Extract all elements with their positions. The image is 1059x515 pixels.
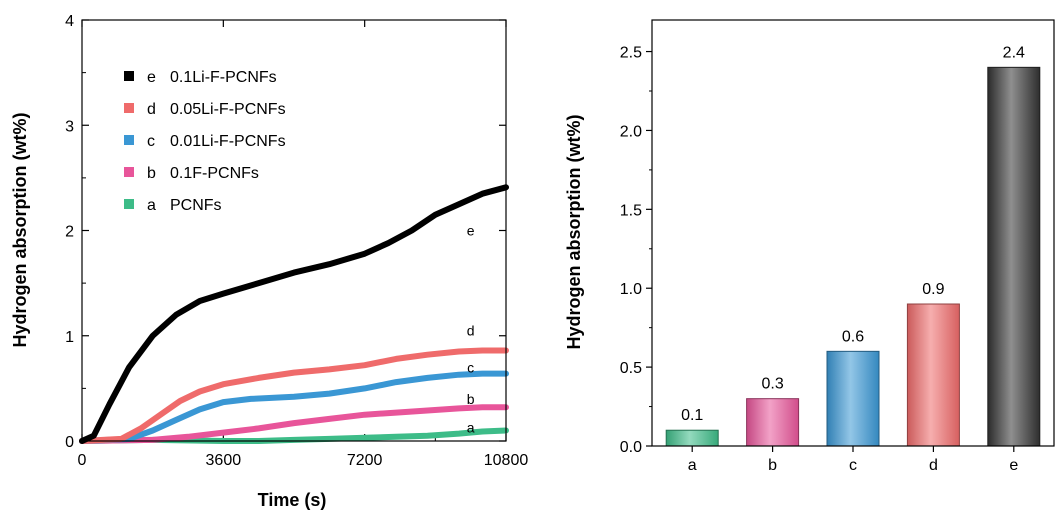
line-chart-y-axis-title: Hydrogen absorption (wt%) [10, 113, 30, 348]
line-chart-legend: e 0.1Li-F-PCNFs d 0.05Li-F-PCNFs c 0.01Li-F-P… [124, 69, 286, 214]
curve-label-c: c [467, 359, 474, 375]
curve-label-a: a [467, 419, 475, 435]
line-chart-plot-frame [81, 19, 507, 442]
y-tick-label: 2.0 [620, 123, 642, 140]
y-tick-label: 1.0 [620, 281, 642, 298]
legend-swatch-d [124, 103, 134, 113]
bar-e [987, 66, 1041, 447]
y-tick-label: 0.5 [620, 360, 642, 377]
bar-c [826, 350, 880, 447]
legend-label-e: 0.1Li-F-PCNFs [170, 69, 277, 86]
legend-key-c: c [147, 133, 155, 150]
line-chart-curve-labels: e d cba [467, 223, 475, 436]
series-line-e [79, 184, 509, 444]
bar-b [746, 398, 800, 447]
legend-swatch-e [124, 71, 134, 81]
legend-key-e: e [147, 69, 156, 86]
series-line-d [79, 347, 509, 444]
x-category-label-d: d [929, 457, 938, 474]
legend-swatch-c [124, 135, 134, 145]
x-tick-label: 0 [78, 452, 87, 469]
y-tick-label: 4 [65, 13, 74, 30]
bar-value-label-c: 0.6 [842, 328, 864, 345]
bar-value-label-e: 2.4 [1003, 44, 1025, 61]
bar-d [906, 303, 960, 447]
legend-swatch-b [124, 167, 134, 177]
series-line-b [79, 404, 509, 444]
x-category-label-c: c [849, 457, 857, 474]
x-tick-label: 7200 [347, 452, 383, 469]
line-chart: Hydrogen absorption (wt%) Time (s) 0 3600… [10, 13, 528, 510]
legend-label-a: PCNFs [170, 197, 222, 214]
x-category-label-b: b [768, 457, 777, 474]
line-chart-x-axis-title: Time (s) [258, 490, 327, 510]
bar-a [665, 429, 719, 447]
bar-chart-bars [665, 66, 1041, 447]
y-tick-label: 1.5 [620, 202, 642, 219]
legend-key-d: d [147, 101, 156, 118]
x-tick-label: 10800 [484, 452, 529, 469]
y-tick-label: 2.5 [620, 45, 642, 62]
bar-value-label-b: 0.3 [761, 376, 783, 393]
x-category-label-e: e [1009, 457, 1018, 474]
legend-label-d: 0.05Li-F-PCNFs [170, 101, 286, 118]
bar-chart-value-labels: 0.1 0.3 0.6 0.9 2.4 [681, 44, 1025, 424]
legend-key-b: b [147, 165, 156, 182]
curve-label-b: b [467, 391, 475, 407]
legend-key-a: a [147, 197, 156, 214]
y-tick-label: 3 [65, 118, 74, 135]
legend-label-c: 0.01Li-F-PCNFs [170, 133, 286, 150]
bar-chart-y-axis-title: Hydrogen absorption (wt%) [564, 115, 584, 350]
bar-value-label-d: 0.9 [922, 281, 944, 298]
legend-label-b: 0.1F-PCNFs [170, 165, 259, 182]
x-tick-label: 3600 [206, 452, 242, 469]
line-chart-ticks: 0 3600 7200 10800 0 1 2 3 4 [65, 13, 528, 469]
line-chart-series [79, 184, 509, 444]
legend-swatch-a [124, 199, 134, 209]
y-tick-label: 2 [65, 224, 74, 241]
bar-chart-ticks: a b c d e 0.0 0.5 1.0 1.5 2.0 2.5 [620, 45, 1019, 474]
series-line-c [79, 370, 509, 444]
x-category-label-a: a [688, 457, 697, 474]
curve-label-e: e [467, 223, 475, 239]
bar-chart-plot-frame [651, 19, 1055, 447]
y-tick-label: 1 [65, 329, 74, 346]
bar-value-label-a: 0.1 [681, 407, 703, 424]
y-tick-label: 0 [65, 434, 74, 451]
y-tick-label: 0.0 [620, 439, 642, 456]
bar-chart: Hydrogen absorption (wt%) 0.1 0.3 0.6 0.9 2.… [564, 19, 1055, 474]
curve-label-d: d [467, 322, 475, 338]
